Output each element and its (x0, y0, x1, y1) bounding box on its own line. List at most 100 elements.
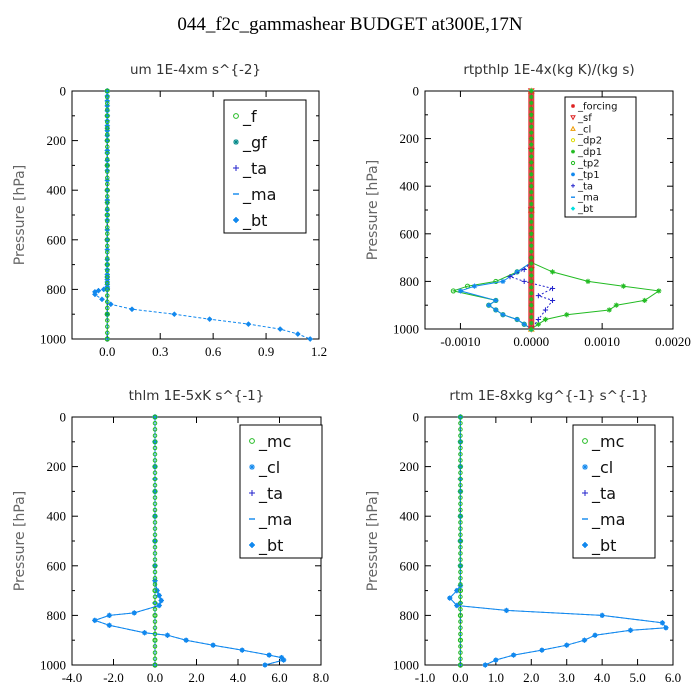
marker (458, 613, 463, 618)
marker (458, 427, 463, 432)
marker (105, 125, 110, 131)
marker (529, 100, 534, 106)
marker (105, 287, 110, 292)
marker (458, 600, 463, 606)
x-tick-label: -1.0 (415, 670, 436, 685)
marker (106, 622, 113, 629)
marker (131, 609, 138, 616)
x-tick-label: 0.9 (258, 344, 274, 359)
legend-entry: _sf (577, 113, 592, 124)
marker (662, 624, 669, 631)
y-tick-label: 0 (413, 84, 420, 99)
marker (529, 314, 534, 320)
legend-entry: _ma (577, 193, 599, 204)
chart-panel-2: rtpthlp 1E-4x(kg K)/(kg s) Pressure [hPa]… (365, 62, 691, 349)
marker (156, 592, 163, 599)
marker (535, 316, 541, 323)
marker (570, 160, 576, 166)
marker (105, 243, 110, 249)
marker (529, 303, 534, 308)
marker (171, 311, 178, 318)
marker (105, 311, 110, 317)
legend-entry: _dp1 (577, 147, 602, 158)
legend-entry: _tp2 (577, 159, 600, 170)
legend: _f _gf _ta _ma _bt (223, 99, 307, 234)
chart-panel-1: um 1E-4xm s^{-2} Pressure [hPa] 0 200 400 600… (12, 62, 327, 359)
marker (105, 88, 110, 94)
marker (105, 194, 110, 199)
marker (245, 321, 252, 328)
marker (514, 269, 520, 275)
marker (613, 302, 619, 308)
zero-profile-markers (458, 414, 463, 668)
marker (107, 301, 114, 308)
marker (294, 331, 301, 337)
marker (493, 278, 499, 284)
marker (152, 513, 158, 519)
marker (529, 243, 534, 248)
legend-entry: _gf (242, 133, 267, 153)
marker (529, 184, 534, 189)
marker (627, 627, 634, 634)
marker (507, 274, 513, 280)
forcing-profile-markers (528, 88, 535, 332)
y-tick-label: 0 (60, 84, 67, 99)
marker (105, 119, 110, 125)
marker (152, 538, 158, 544)
series-line (508, 262, 554, 330)
marker (659, 619, 666, 626)
x-tick-label: 3.0 (559, 670, 575, 685)
marker (249, 490, 255, 496)
marker (521, 278, 527, 284)
marker (472, 283, 478, 289)
marker (529, 154, 534, 159)
legend-entry: _mc (258, 432, 291, 452)
marker (262, 662, 268, 668)
marker (529, 326, 534, 332)
marker (458, 445, 463, 451)
y-tick-label: 1000 (393, 322, 419, 337)
marker (529, 249, 534, 254)
marker (458, 569, 463, 575)
marker (458, 414, 463, 420)
marker (529, 178, 534, 183)
marker (105, 268, 110, 274)
marker (152, 625, 158, 631)
marker (152, 631, 158, 637)
marker (458, 482, 463, 488)
marker (529, 261, 534, 266)
x-tick-label: 0.0 (99, 344, 115, 359)
legend-entry: _cl (577, 124, 591, 135)
marker (152, 458, 158, 463)
marker (458, 489, 463, 494)
marker (152, 507, 158, 513)
legend-entry: _bt (591, 536, 616, 556)
marker (549, 285, 556, 292)
marker (500, 312, 506, 318)
marker (233, 165, 239, 171)
marker (458, 563, 463, 569)
marker (458, 557, 463, 562)
marker (500, 278, 506, 284)
marker (529, 124, 534, 129)
y-tick-label: 600 (400, 226, 420, 241)
legend-entry: _cl (591, 458, 613, 478)
marker (152, 619, 158, 624)
y-tick-label: 600 (400, 558, 420, 573)
marker (529, 273, 534, 278)
marker (152, 501, 158, 507)
marker (458, 588, 463, 593)
marker (571, 183, 575, 188)
marker (582, 438, 588, 444)
y-tick-label: 600 (47, 232, 67, 247)
marker (529, 219, 534, 225)
marker (529, 172, 534, 177)
legend-box (564, 96, 637, 218)
marker (458, 637, 463, 643)
marker (538, 647, 545, 654)
marker (141, 629, 148, 636)
marker (529, 255, 534, 260)
marker (277, 326, 284, 333)
x-tick-label: -4.0 (62, 670, 83, 685)
marker (266, 652, 273, 659)
